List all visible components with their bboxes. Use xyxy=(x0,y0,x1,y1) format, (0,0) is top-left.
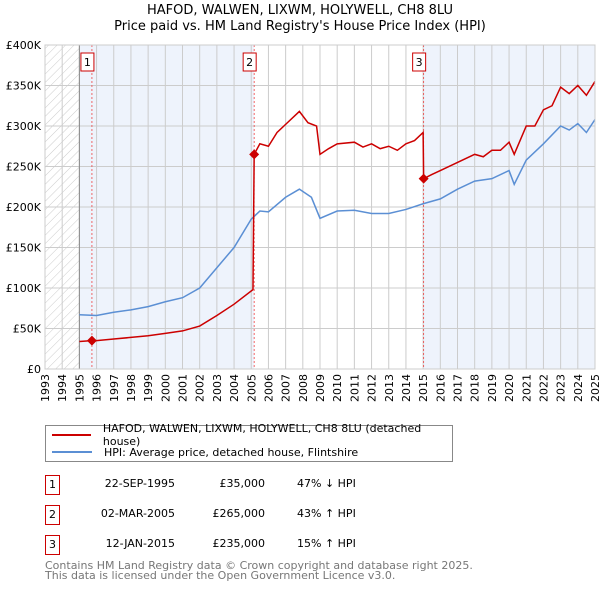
sale-number: 3 xyxy=(45,535,60,555)
x-tick-label: 2018 xyxy=(469,374,482,402)
sale-point xyxy=(86,335,97,346)
plot-border xyxy=(44,44,596,370)
chart-subtitle: Price paid vs. HM Land Registry's House … xyxy=(114,19,486,34)
sale-date: 12-JAN-2015 xyxy=(105,537,175,550)
x-tick-label: 2006 xyxy=(262,374,275,402)
footer: Contains HM Land Registry data © Crown c… xyxy=(45,559,473,582)
x-tick-label: 2009 xyxy=(314,374,327,402)
footer-line1: Contains HM Land Registry data © Crown c… xyxy=(45,559,473,572)
y-tick-label: £250K xyxy=(6,161,42,174)
sale-date: 22-SEP-1995 xyxy=(104,477,175,490)
x-tick-label: 2007 xyxy=(280,374,293,402)
legend-label: HAFOD, WALWEN, LIXWM, HOLYWELL, CH8 8LU … xyxy=(102,422,422,448)
x-tick-label: 2012 xyxy=(366,374,379,402)
x-tick-label: 2002 xyxy=(194,374,207,402)
x-tick-label: 2011 xyxy=(348,374,361,402)
sale-point xyxy=(249,149,260,160)
sale-price: £235,000 xyxy=(212,537,266,550)
y-tick-label: £400K xyxy=(6,39,42,52)
x-tick-label: 2010 xyxy=(331,374,344,402)
y-tick-label: £200K xyxy=(6,201,42,214)
legend-label: HPI: Average price, detached house, Flin… xyxy=(104,445,359,459)
legend: HAFOD, WALWEN, LIXWM, HOLYWELL, CH8 8LU … xyxy=(45,422,453,462)
x-tick-label: 1999 xyxy=(142,374,155,402)
sale-label: 3 xyxy=(416,56,423,69)
sale-number: 2 xyxy=(45,505,60,525)
x-tick-label: 2000 xyxy=(159,374,172,402)
x-tick-label: 2019 xyxy=(486,374,499,402)
sale-price: £265,000 xyxy=(212,507,266,520)
sale-row: 2 02-MAR-2005 £265,000 43% ↑ HPI xyxy=(45,505,465,525)
y-tick-label: £100K xyxy=(6,282,42,295)
sale-label-box xyxy=(80,52,95,72)
sale-row: 3 12-JAN-2015 £235,000 15% ↑ HPI xyxy=(45,535,465,555)
x-tick-label: 2003 xyxy=(211,374,224,402)
sale-label-box xyxy=(242,52,257,72)
sale-label-box xyxy=(412,52,427,72)
x-tick-label: 1994 xyxy=(56,374,69,402)
y-tick-label: £150K xyxy=(6,242,42,255)
x-tick-label: 1995 xyxy=(73,374,86,402)
x-tick-label: 2025 xyxy=(589,374,600,402)
x-tick-label: 2014 xyxy=(400,374,413,402)
x-tick-label: 2017 xyxy=(452,374,465,402)
sale-hpi-diff: 47% ↓ HPI xyxy=(297,477,356,490)
x-tick-label: 2001 xyxy=(177,374,190,402)
x-tick-label: 2013 xyxy=(383,374,396,402)
x-tick-label: 2022 xyxy=(537,374,550,402)
sale-label: 2 xyxy=(246,56,253,69)
series-line-hpi xyxy=(79,119,596,317)
x-tick-label: 1996 xyxy=(91,374,104,402)
x-tick-label: 1998 xyxy=(125,374,138,402)
red-line-swatch xyxy=(52,434,91,436)
sale-date: 02-MAR-2005 xyxy=(100,507,175,520)
chart: 1993 1994 1995 1996 1997 1998 1999 2000 2001 2002… xyxy=(6,39,600,402)
y-tick-label: £50K xyxy=(13,323,42,336)
legend-item-hpi: HPI: Average price, detached house, Flin… xyxy=(46,444,358,460)
blue-line-swatch xyxy=(52,451,92,453)
sale-price: £35,000 xyxy=(219,477,266,490)
x-tick-label: 2015 xyxy=(417,374,430,402)
series-line-property xyxy=(79,81,596,343)
x-tick-label: 2020 xyxy=(503,374,516,402)
legend-item-property: HAFOD, WALWEN, LIXWM, HOLYWELL, CH8 8LU … xyxy=(46,422,452,448)
x-tick-label: 2023 xyxy=(555,374,568,402)
x-tick-label: 2005 xyxy=(245,374,258,402)
y-tick-label: £0 xyxy=(27,363,41,376)
x-tick-label: 1993 xyxy=(39,374,52,402)
x-tick-label: 2016 xyxy=(434,374,447,402)
x-tick-label: 1997 xyxy=(108,374,121,402)
sale-number: 1 xyxy=(45,475,60,495)
x-tick-label: 2008 xyxy=(297,374,310,402)
y-tick-label: £300K xyxy=(6,120,42,133)
footer-line2: This data is licensed under the Open Gov… xyxy=(45,569,396,582)
x-tick-label: 2024 xyxy=(572,374,585,402)
chart-title: HAFOD, WALWEN, LIXWM, HOLYWELL, CH8 8LU xyxy=(146,3,454,18)
x-tick-label: 2004 xyxy=(228,374,241,402)
x-tick-label: 2021 xyxy=(520,374,533,402)
sale-row: 1 22-SEP-1995 £35,000 47% ↓ HPI xyxy=(45,475,465,495)
y-tick-label: £350K xyxy=(6,80,42,93)
sale-hpi-diff: 43% ↑ HPI xyxy=(297,507,356,520)
sale-label: 1 xyxy=(84,56,91,69)
sale-hpi-diff: 15% ↑ HPI xyxy=(297,537,356,550)
sale-point xyxy=(418,173,429,184)
